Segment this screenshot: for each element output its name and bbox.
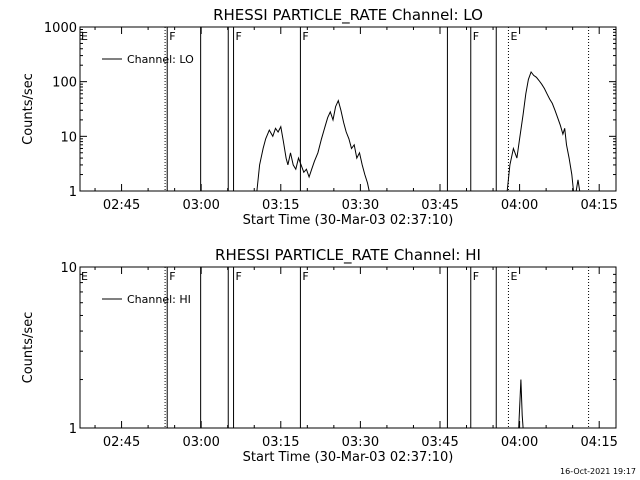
event-marker-label: E bbox=[81, 30, 88, 43]
event-marker-label: F bbox=[236, 30, 242, 43]
x-tick-label: 03:45 bbox=[421, 435, 458, 450]
event-marker-label: E bbox=[510, 30, 517, 43]
plot-frame bbox=[79, 266, 617, 429]
y-tick-label: 100 bbox=[52, 76, 77, 91]
event-marker-label: F bbox=[169, 270, 175, 283]
x-tick-label: 03:00 bbox=[182, 198, 219, 213]
y-axis-label: Counts/sec bbox=[21, 312, 36, 384]
x-tick-label: 03:30 bbox=[342, 435, 379, 450]
event-marker-label: F bbox=[302, 30, 308, 43]
chart-title: RHESSI PARTICLE_RATE Channel: LO bbox=[213, 6, 483, 25]
event-marker-label: E bbox=[81, 270, 88, 283]
x-axis-label: Start Time (30-Mar-03 02:37:10) bbox=[243, 450, 454, 465]
x-tick-label: 03:30 bbox=[342, 198, 379, 213]
x-tick-label: 02:45 bbox=[103, 435, 140, 450]
panel-hi: RHESSI PARTICLE_RATE Channel: HI 02:45 03:… bbox=[21, 246, 618, 465]
panel-lo: RHESSI PARTICLE_RATE Channel: LO 02:45 03:… bbox=[21, 6, 618, 228]
series-line bbox=[256, 99, 370, 192]
chart-title: RHESSI PARTICLE_RATE Channel: HI bbox=[215, 246, 481, 265]
x-tick-label: 04:15 bbox=[580, 198, 617, 213]
y-tick-label: 1 bbox=[69, 185, 77, 200]
event-marker-label: F bbox=[473, 270, 479, 283]
y-axis-label: Counts/sec bbox=[21, 73, 36, 145]
y-tick-label: 1000 bbox=[44, 21, 77, 36]
x-tick-label: 03:00 bbox=[182, 435, 219, 450]
legend: Channel: LO bbox=[102, 53, 194, 66]
series-line bbox=[575, 179, 581, 192]
series-line bbox=[506, 70, 574, 192]
x-tick-label: 03:15 bbox=[262, 435, 299, 450]
x-tick-label: 02:45 bbox=[103, 198, 140, 213]
x-axis-label: Start Time (30-Mar-03 02:37:10) bbox=[243, 213, 454, 228]
x-tick-label: 03:15 bbox=[262, 198, 299, 213]
x-tick-label: 04:00 bbox=[501, 435, 538, 450]
legend: Channel: HI bbox=[102, 293, 191, 306]
legend-entry: Channel: LO bbox=[127, 53, 194, 66]
y-tick-label: 10 bbox=[60, 261, 77, 276]
event-marker-label: F bbox=[302, 270, 308, 283]
x-tick-label: 04:15 bbox=[580, 435, 617, 450]
legend-entry: Channel: HI bbox=[127, 293, 191, 306]
series-line bbox=[518, 379, 524, 429]
event-marker-label: F bbox=[236, 270, 242, 283]
event-marker-label: F bbox=[473, 30, 479, 43]
footer-timestamp: 16-Oct-2021 19:17 bbox=[560, 467, 636, 476]
event-marker-label: F bbox=[169, 30, 175, 43]
plot-frame bbox=[79, 26, 617, 192]
y-tick-label: 1 bbox=[69, 422, 77, 437]
y-tick-label: 10 bbox=[60, 130, 77, 145]
x-tick-label: 04:00 bbox=[501, 198, 538, 213]
x-tick-label: 03:45 bbox=[421, 198, 458, 213]
event-marker-label: E bbox=[510, 270, 517, 283]
